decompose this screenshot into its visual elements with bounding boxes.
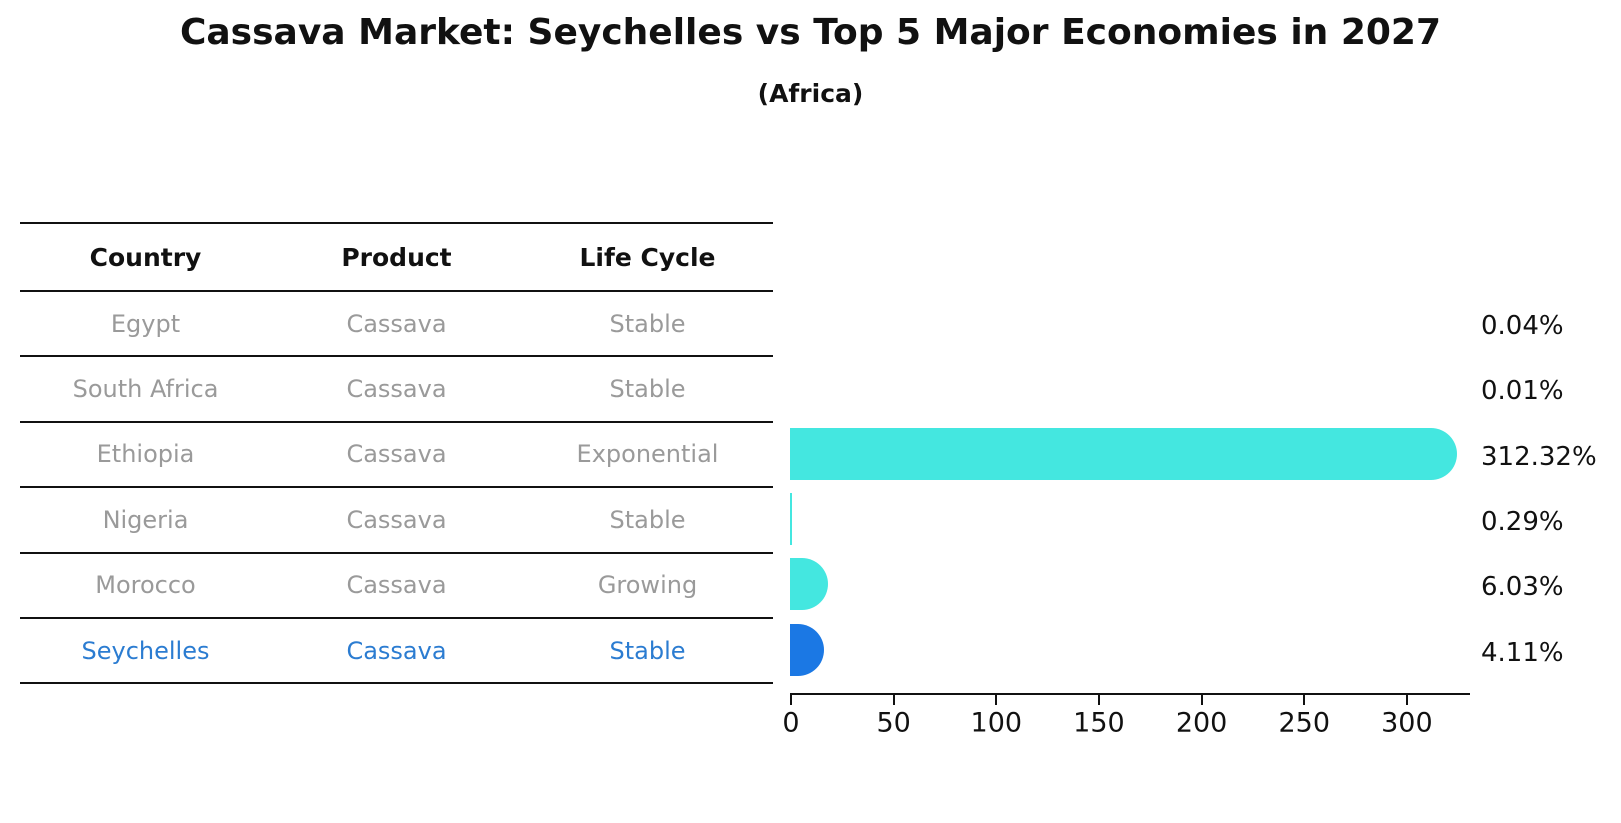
cell-life-cycle: Growing bbox=[597, 571, 698, 600]
x-axis-line bbox=[790, 693, 1470, 695]
cell-country: Morocco bbox=[95, 571, 196, 600]
cell-country: Seychelles bbox=[81, 636, 210, 665]
value-label-ethiopia: 312.32% bbox=[1481, 441, 1597, 472]
comparison-table: Country Product Life Cycle Egypt Cassava… bbox=[20, 222, 773, 685]
x-axis-tick bbox=[892, 695, 895, 705]
x-axis-tick-label: 50 bbox=[876, 707, 911, 739]
table-row-seychelles: Seychelles Cassava Stable bbox=[20, 619, 773, 685]
table-row-south-africa: South Africa Cassava Stable bbox=[20, 357, 773, 423]
x-axis-tick-label: 100 bbox=[970, 707, 1023, 739]
value-label-south-africa: 0.01% bbox=[1481, 376, 1564, 407]
x-axis-tick-label: 0 bbox=[782, 707, 800, 739]
cell-life-cycle: Stable bbox=[609, 636, 686, 665]
value-label-nigeria: 0.29% bbox=[1481, 506, 1564, 537]
x-axis-tick-label: 250 bbox=[1278, 707, 1331, 739]
table-row-nigeria: Nigeria Cassava Stable bbox=[20, 488, 773, 554]
x-axis-tick-label: 150 bbox=[1073, 707, 1125, 739]
cell-life-cycle: Exponential bbox=[576, 440, 719, 469]
value-label-egypt: 0.04% bbox=[1481, 310, 1564, 341]
cell-product: Cassava bbox=[346, 309, 447, 338]
x-axis-tick bbox=[1097, 695, 1100, 705]
cell-life-cycle: Stable bbox=[609, 309, 686, 338]
x-axis-tick bbox=[790, 695, 792, 705]
bar-morocco bbox=[790, 558, 829, 611]
cell-product: Cassava bbox=[346, 505, 447, 534]
cell-life-cycle: Stable bbox=[609, 505, 686, 534]
column-header-country: Country bbox=[89, 242, 202, 272]
table-row-ethiopia: Ethiopia Cassava Exponential bbox=[20, 423, 773, 489]
chart-title: Cassava Market: Seychelles vs Top 5 Majo… bbox=[179, 12, 1442, 53]
x-axis-tick bbox=[1200, 695, 1203, 705]
cell-product: Cassava bbox=[346, 440, 447, 469]
column-header-life-cycle: Life Cycle bbox=[579, 242, 716, 272]
table-row-egypt: Egypt Cassava Stable bbox=[20, 292, 773, 358]
value-label-seychelles: 4.11% bbox=[1481, 637, 1564, 668]
x-axis-tick bbox=[1405, 695, 1408, 705]
table-row-morocco: Morocco Cassava Growing bbox=[20, 554, 773, 619]
cell-product: Cassava bbox=[346, 571, 447, 600]
cell-product: Cassava bbox=[346, 375, 447, 404]
cell-country: Ethiopia bbox=[96, 440, 195, 469]
column-header-product: Product bbox=[341, 242, 452, 272]
bar-nigeria bbox=[790, 492, 792, 545]
cell-country: South Africa bbox=[72, 375, 219, 404]
x-axis-tick-label: 300 bbox=[1381, 707, 1433, 739]
table-header-row: Country Product Life Cycle bbox=[20, 222, 773, 292]
x-axis-tick-label: 200 bbox=[1175, 707, 1228, 739]
chart-subtitle: (Africa) bbox=[757, 79, 864, 108]
value-label-morocco: 6.03% bbox=[1481, 572, 1564, 603]
cell-product: Cassava bbox=[346, 636, 447, 665]
cell-country: Nigeria bbox=[102, 505, 189, 534]
cell-life-cycle: Stable bbox=[609, 375, 686, 404]
x-axis-tick bbox=[1303, 695, 1306, 705]
bar-seychelles bbox=[790, 623, 825, 676]
cell-country: Egypt bbox=[110, 309, 181, 338]
x-axis-tick bbox=[995, 695, 998, 705]
bar-ethiopia bbox=[790, 427, 1458, 480]
